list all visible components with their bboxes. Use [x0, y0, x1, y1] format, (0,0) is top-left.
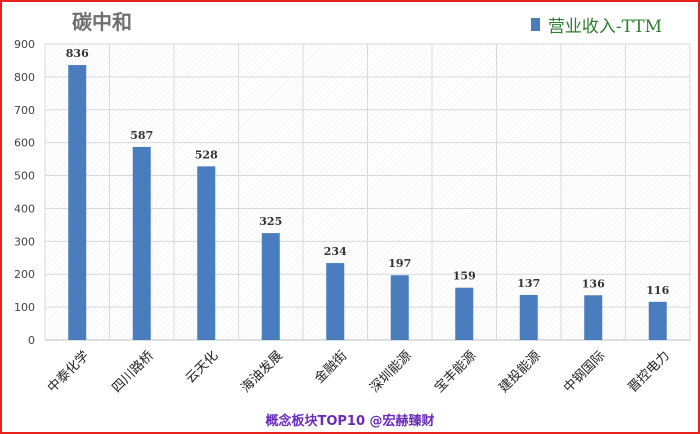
data-label: 325 — [259, 215, 282, 228]
category-label: 海油发展 — [238, 348, 286, 396]
bar — [68, 65, 87, 340]
data-label: 137 — [517, 277, 540, 290]
category-label: 建投能源 — [496, 348, 544, 396]
bar — [455, 287, 474, 340]
y-tick-label: 0 — [28, 334, 35, 347]
y-tick-label: 600 — [14, 137, 35, 150]
y-tick-label: 200 — [14, 268, 35, 281]
y-tick-label: 700 — [14, 104, 35, 117]
data-label: 234 — [324, 245, 347, 258]
category-label: 晋控电力 — [625, 348, 672, 395]
data-label: 116 — [646, 284, 669, 297]
chart-title: 碳中和 — [72, 10, 132, 34]
category-label: 四川路桥 — [109, 348, 157, 396]
bar — [326, 263, 345, 340]
y-tick-label: 300 — [14, 235, 35, 248]
bar — [197, 166, 216, 340]
bar — [584, 295, 603, 340]
legend: 营业收入-TTM — [530, 12, 662, 37]
y-tick-label: 500 — [14, 170, 35, 183]
category-label: 中钢国际 — [561, 348, 608, 395]
data-label: 587 — [130, 129, 153, 142]
data-label: 836 — [66, 47, 89, 60]
category-label: 中泰化学 — [44, 348, 92, 396]
legend-swatch — [530, 18, 540, 31]
category-label: 深圳能源 — [367, 348, 414, 395]
y-tick-label: 100 — [14, 301, 35, 314]
bar — [132, 146, 151, 340]
y-tick-label: 400 — [14, 202, 35, 215]
category-label: 金融街 — [311, 348, 350, 387]
y-tick-label: 800 — [14, 71, 35, 84]
data-label: 136 — [582, 277, 605, 290]
data-label: 159 — [453, 270, 476, 283]
footer-caption: 概念板块TOP10 @宏赫臻财 — [265, 414, 435, 429]
data-label: 197 — [388, 257, 411, 270]
bar — [648, 301, 667, 340]
data-label: 528 — [195, 148, 218, 161]
category-label: 云天化 — [183, 348, 221, 386]
bar — [390, 275, 409, 340]
bar — [519, 294, 538, 340]
legend-label: 营业收入-TTM — [547, 17, 662, 37]
y-tick-label: 900 — [14, 38, 35, 51]
bar — [261, 233, 280, 340]
category-label: 宝丰能源 — [432, 348, 479, 395]
